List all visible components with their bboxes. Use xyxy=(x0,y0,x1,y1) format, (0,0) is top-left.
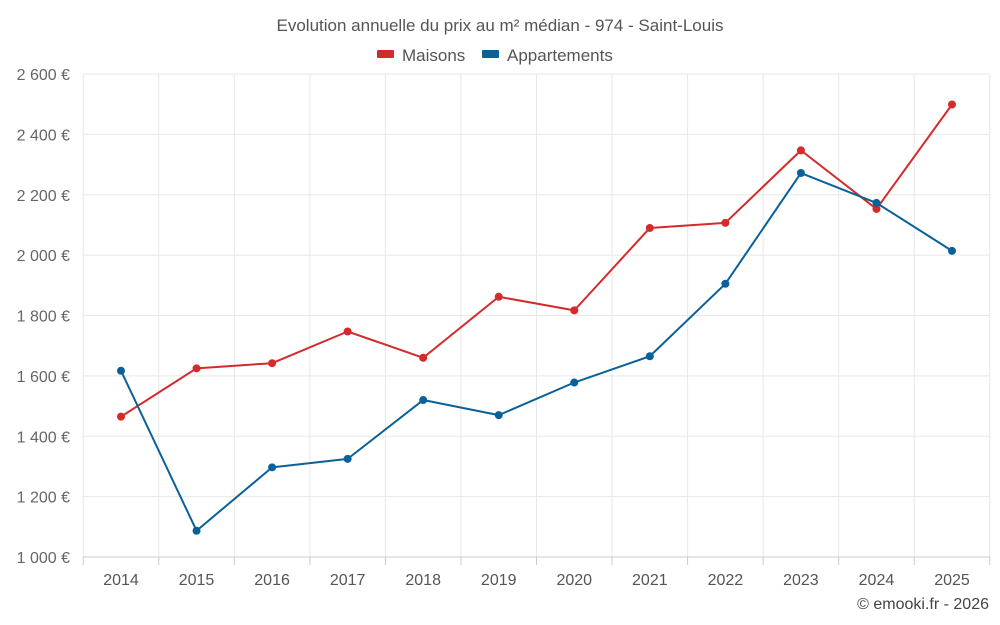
x-tick-label: 2024 xyxy=(859,572,895,589)
x-tick-label: 2022 xyxy=(708,572,744,589)
data-point-maisons[interactable] xyxy=(872,204,881,213)
x-axis-ticks: 2014 2015 2016 2017 2018 2019 2020 2021 2022 2023… xyxy=(82,556,991,589)
legend-swatch-maisons xyxy=(377,50,394,58)
credit-text: © emooki.fr - 2026 xyxy=(857,596,989,613)
y-tick-label: 2 600 € xyxy=(17,67,70,84)
series-maisons xyxy=(117,100,956,421)
legend-label-appartements: Appartements xyxy=(507,46,613,65)
data-point-maisons[interactable] xyxy=(192,364,201,373)
x-tick-label: 2015 xyxy=(179,572,215,589)
y-tick-label: 2 200 € xyxy=(17,188,70,205)
data-point-maisons[interactable] xyxy=(494,292,503,301)
y-tick-label: 1 000 € xyxy=(17,550,70,567)
x-tick-label: 2014 xyxy=(103,572,139,589)
series-appartements xyxy=(117,169,956,535)
data-point-maisons[interactable] xyxy=(268,359,277,368)
data-point-maisons[interactable] xyxy=(721,218,730,227)
data-point-appartements[interactable] xyxy=(117,366,125,375)
y-tick-label: 2 000 € xyxy=(17,248,70,265)
x-tick-label: 2021 xyxy=(632,572,668,589)
data-point-appartements[interactable] xyxy=(570,378,579,387)
data-point-maisons[interactable] xyxy=(117,412,125,421)
x-tick-label: 2017 xyxy=(330,572,366,589)
x-tick-label: 2018 xyxy=(405,572,441,589)
data-point-maisons[interactable] xyxy=(419,353,428,362)
data-point-appartements[interactable] xyxy=(192,526,201,535)
x-tick-label: 2023 xyxy=(783,572,819,589)
data-point-maisons[interactable] xyxy=(645,223,654,232)
y-tick-label: 1 800 € xyxy=(17,309,70,326)
legend: Maisons Appartements xyxy=(377,46,613,65)
data-point-maisons[interactable] xyxy=(343,327,352,336)
legend-swatch-appartements xyxy=(482,50,499,58)
grid xyxy=(82,73,991,558)
data-point-appartements[interactable] xyxy=(343,454,352,463)
x-tick-label: 2025 xyxy=(934,572,970,589)
y-tick-label: 2 400 € xyxy=(17,127,70,144)
data-point-maisons[interactable] xyxy=(796,146,805,155)
data-point-appartements[interactable] xyxy=(872,198,881,207)
data-point-appartements[interactable] xyxy=(419,396,428,405)
series-line-appartements xyxy=(120,172,953,532)
data-point-appartements[interactable] xyxy=(494,411,503,420)
data-point-appartements[interactable] xyxy=(948,246,956,255)
legend-label-maisons: Maisons xyxy=(402,46,465,65)
y-tick-label: 1 200 € xyxy=(17,490,70,507)
data-point-appartements[interactable] xyxy=(268,463,277,472)
y-tick-label: 1 400 € xyxy=(17,429,70,446)
data-point-appartements[interactable] xyxy=(796,169,805,178)
y-axis-ticks: 1 000 € 1 200 € 1 400 € 1 600 € 1 800 € 2 000… xyxy=(17,67,70,567)
data-point-appartements[interactable] xyxy=(645,352,654,361)
data-point-maisons[interactable] xyxy=(948,100,956,109)
series-line-maisons xyxy=(120,103,953,418)
data-point-maisons[interactable] xyxy=(570,306,579,315)
x-tick-label: 2016 xyxy=(254,572,290,589)
y-tick-label: 1 600 € xyxy=(17,369,70,386)
legend-item-maisons[interactable]: Maisons xyxy=(377,46,465,65)
x-tick-label: 2019 xyxy=(481,572,517,589)
data-point-appartements[interactable] xyxy=(721,279,730,288)
chart-title: Evolution annuelle du prix au m² médian … xyxy=(277,16,724,35)
legend-item-appartements[interactable]: Appartements xyxy=(482,46,613,65)
x-tick-label: 2020 xyxy=(556,572,592,589)
series xyxy=(117,100,956,535)
